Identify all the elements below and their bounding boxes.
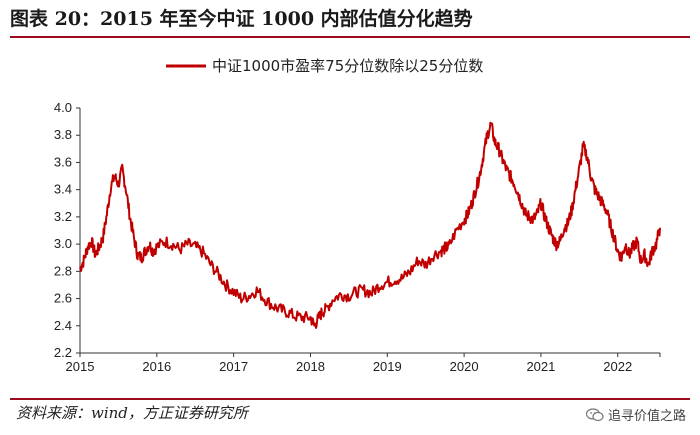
y-tick-label: 3.8 [54, 127, 72, 142]
watermark: 追寻价值之路 [585, 405, 686, 424]
chart-legend: 中证1000市盈率75分位数除以25分位数 [166, 57, 483, 75]
x-tick-label: 2022 [603, 359, 632, 374]
x-tick-label: 2020 [450, 359, 479, 374]
y-tick-label: 2.4 [54, 318, 72, 333]
y-tick-label: 4.0 [54, 100, 72, 115]
y-tick-label: 2.2 [54, 345, 72, 360]
title-divider [10, 36, 690, 38]
page-title: 图表 20：2015 年至今中证 1000 内部估值分化趋势 [10, 8, 473, 30]
x-tick-label: 2021 [526, 359, 555, 374]
x-tick-label: 2017 [219, 359, 248, 374]
y-tick-label: 2.6 [54, 291, 72, 306]
x-tick-label: 2015 [66, 359, 95, 374]
y-tick-label: 3.2 [54, 209, 72, 224]
source-note: 资料来源：wind，方正证券研究所 [16, 404, 248, 422]
watermark-text: 追寻价值之路 [607, 409, 686, 424]
y-tick-label: 3.0 [54, 236, 72, 251]
source-divider [10, 398, 690, 400]
x-tick-label: 2018 [296, 359, 325, 374]
wechat-icon [585, 407, 604, 421]
y-tick-label: 2.8 [54, 263, 72, 278]
plot-area [79, 121, 661, 329]
x-tick-label: 2016 [142, 359, 171, 374]
legend-label: 中证1000市盈率75分位数除以25分位数 [212, 57, 483, 75]
x-tick-label: 2019 [373, 359, 402, 374]
y-tick-label: 3.4 [54, 182, 72, 197]
series-line [79, 121, 661, 329]
line-chart: 中证1000市盈率75分位数除以25分位数 4.0 3.8 3.6 3.4 3.2 3.0… [54, 57, 661, 374]
y-tick-label: 3.6 [54, 154, 72, 169]
